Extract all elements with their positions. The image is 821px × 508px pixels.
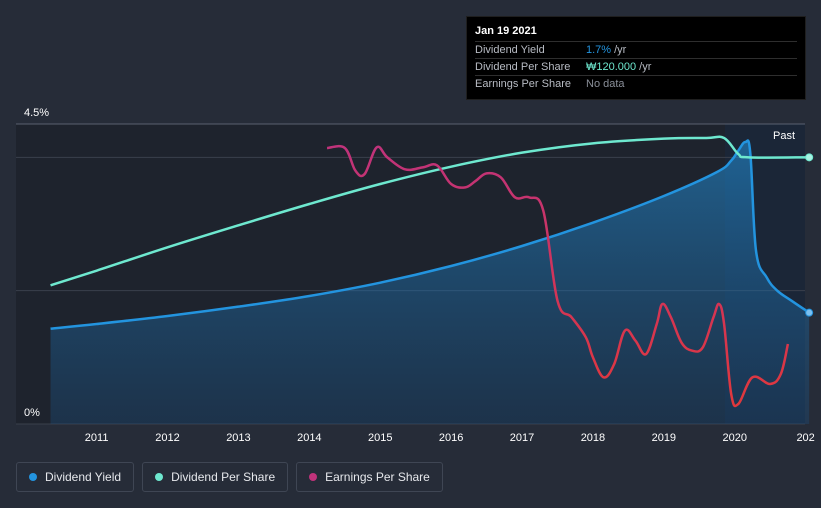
x-tick-label: 2018 [581,432,605,444]
dividend-per-share-end-point [805,153,814,162]
tooltip-date: Jan 19 2021 [475,25,537,37]
tooltip-value: ₩120.000 [586,61,637,73]
x-tick-label: 2015 [368,432,392,444]
y-axis-bottom-label: 0% [24,407,40,419]
x-tick-label: 2013 [226,432,250,444]
legend-item-dividend-per-share[interactable]: Dividend Per Share [142,462,289,492]
y-axis-labels: 4.5% 0% [24,107,49,419]
series-layer [50,135,814,424]
series-dividend-yield-line [50,139,810,330]
tooltip-row-dividend-per-share: Dividend Per Share ₩120.000 /yr [475,58,797,75]
legend-dot-icon [155,473,164,481]
legend-label: Earnings Per Share [325,470,430,484]
x-tick-label: 2011 [85,432,109,444]
series-dividend-per-share-line [50,135,810,287]
legend-dot-icon [309,473,318,481]
legend: Dividend Yield Dividend Per Share Earnin… [16,462,443,492]
x-axis-ticks: 2011 2012 2013 2014 2015 2016 2017 2018 2019 2020… [85,432,815,444]
legend-dot-icon [29,473,37,481]
tooltip-row-earnings-per-share: Earnings Per Share No data [475,75,797,92]
tooltip-label: Dividend Yield [475,44,545,56]
tooltip-label: Earnings Per Share [475,78,571,90]
tooltip-label: Dividend Per Share [475,61,571,73]
tooltip-suffix: /yr [614,44,627,56]
x-tick-label: 2016 [439,432,463,444]
tooltip-value: No data [586,78,625,90]
tooltip-row-dividend-yield: Dividend Yield 1.7% /yr [475,41,797,58]
tooltip-panel: Jan 19 2021 Dividend Yield 1.7% /yr Divi… [466,16,806,100]
x-tick-label: 202 [796,432,814,444]
x-tick-label: 2017 [510,432,534,444]
series-earnings-per-share-line [326,144,790,408]
dividend-yield-area [50,140,810,424]
dividend-yield-end-point [805,308,814,317]
x-tick-label: 2020 [722,432,746,444]
legend-item-earnings-per-share[interactable]: Earnings Per Share [296,462,443,492]
legend-label: Dividend Per Share [171,470,276,484]
x-tick-label: 2012 [155,432,179,444]
tooltip-suffix: /yr [639,61,652,73]
legend-item-dividend-yield[interactable]: Dividend Yield [16,462,135,492]
legend-label: Dividend Yield [45,470,122,484]
tooltip-value: 1.7% [586,44,612,56]
x-tick-label: 2014 [297,432,321,444]
x-tick-label: 2019 [652,432,676,444]
past-label: Past [773,130,796,142]
y-axis-top-label: 4.5% [24,107,49,119]
